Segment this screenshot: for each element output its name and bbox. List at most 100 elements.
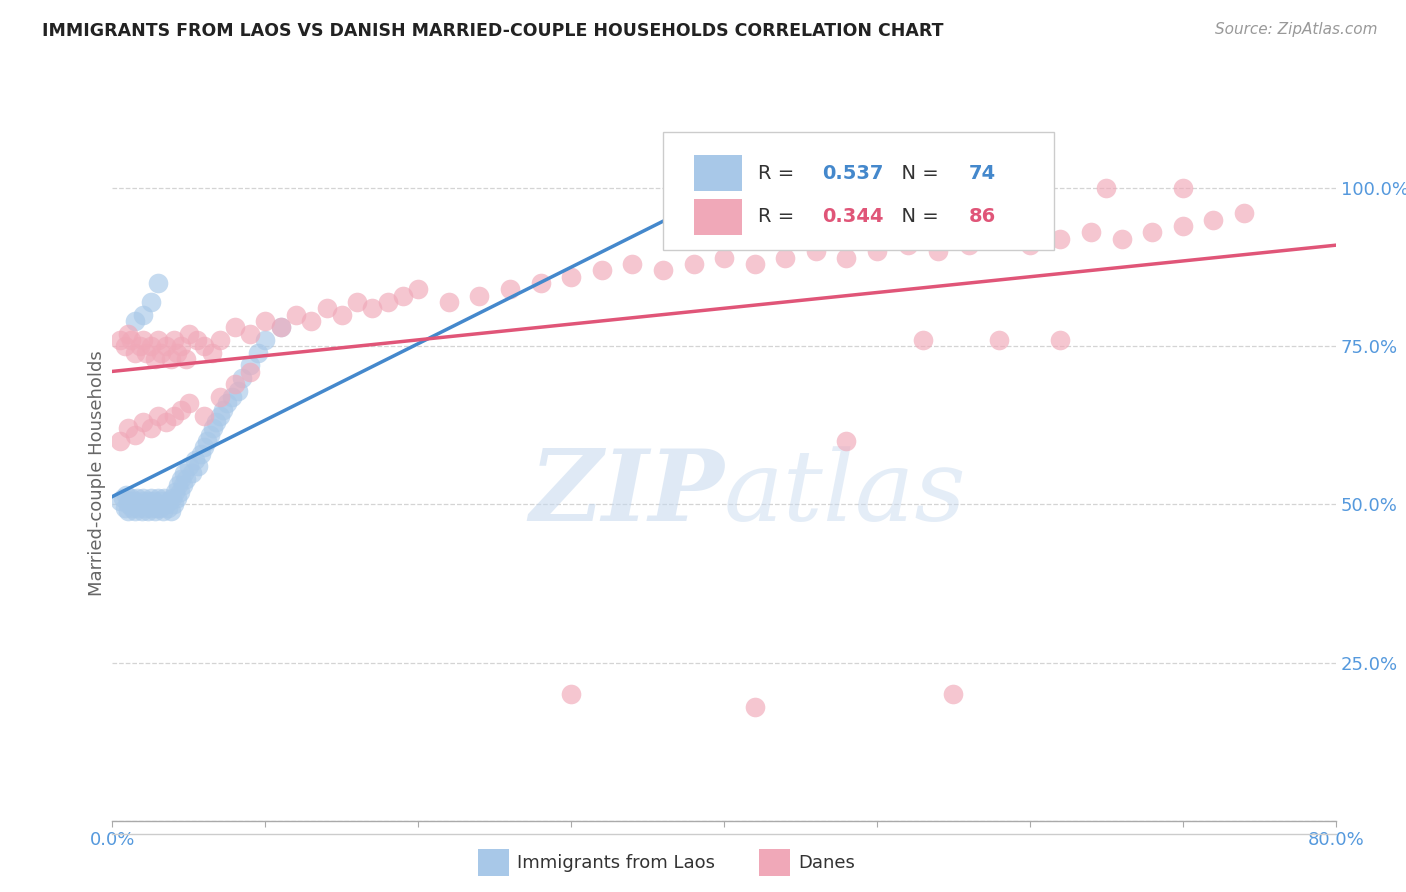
Text: IMMIGRANTS FROM LAOS VS DANISH MARRIED-COUPLE HOUSEHOLDS CORRELATION CHART: IMMIGRANTS FROM LAOS VS DANISH MARRIED-C… [42, 22, 943, 40]
FancyBboxPatch shape [693, 155, 742, 191]
Point [942, 687, 965, 701]
Point [118, 494, 141, 508]
Point [150, 345, 173, 359]
Point [112, 491, 135, 505]
Point [897, 238, 920, 252]
Point [835, 251, 858, 265]
Point [117, 504, 139, 518]
Point [135, 497, 157, 511]
Text: 0.344: 0.344 [823, 207, 883, 227]
Point [1049, 333, 1071, 347]
Point [136, 504, 159, 518]
Point [174, 351, 197, 366]
Point [195, 434, 218, 449]
Point [177, 326, 200, 341]
Point [217, 396, 239, 410]
Point [200, 427, 222, 442]
Point [211, 402, 233, 417]
Point [124, 345, 146, 359]
Point [437, 295, 460, 310]
Point [150, 494, 173, 508]
Point [170, 472, 193, 486]
Point [156, 500, 179, 515]
FancyBboxPatch shape [693, 199, 742, 235]
Point [927, 244, 949, 259]
Point [127, 500, 149, 515]
Point [1171, 219, 1194, 233]
Point [108, 494, 131, 508]
Point [139, 295, 162, 310]
Point [132, 491, 155, 505]
Point [1171, 181, 1194, 195]
Point [184, 453, 207, 467]
Point [148, 276, 170, 290]
Point [591, 263, 613, 277]
Point [131, 504, 153, 518]
Point [988, 333, 1011, 347]
Point [172, 478, 194, 492]
Point [346, 295, 368, 310]
Point [1018, 238, 1040, 252]
Point [231, 371, 253, 385]
Point [208, 333, 231, 347]
Point [132, 308, 155, 322]
Point [835, 434, 858, 449]
Point [141, 497, 163, 511]
Point [132, 415, 155, 429]
Point [163, 497, 186, 511]
Point [155, 497, 177, 511]
Point [392, 288, 415, 302]
Point [1049, 232, 1071, 246]
Point [775, 251, 797, 265]
Point [270, 320, 292, 334]
Point [988, 232, 1011, 246]
Point [159, 351, 181, 366]
Point [155, 415, 177, 429]
Point [246, 345, 269, 359]
Point [190, 447, 212, 461]
Point [224, 377, 246, 392]
Point [120, 491, 142, 505]
Point [174, 472, 197, 486]
Point [226, 384, 249, 398]
Point [129, 339, 152, 353]
Point [114, 500, 136, 515]
Point [315, 301, 337, 316]
Point [361, 301, 384, 316]
Point [139, 339, 162, 353]
Point [155, 339, 177, 353]
Point [165, 484, 187, 499]
Point [1142, 226, 1164, 240]
Point [139, 500, 162, 515]
Point [173, 466, 195, 480]
Point [284, 308, 308, 322]
Point [134, 500, 156, 515]
Point [713, 251, 735, 265]
Point [621, 257, 644, 271]
Point [125, 491, 148, 505]
Text: Danes: Danes [799, 854, 855, 871]
Point [208, 409, 231, 423]
Point [170, 339, 193, 353]
Point [108, 333, 131, 347]
Point [166, 345, 188, 359]
Point [142, 494, 165, 508]
Point [208, 390, 231, 404]
Point [193, 409, 215, 423]
Point [239, 358, 262, 372]
Point [560, 687, 582, 701]
Point [744, 699, 766, 714]
Point [330, 308, 353, 322]
Text: Source: ZipAtlas.com: Source: ZipAtlas.com [1215, 22, 1378, 37]
Point [804, 244, 827, 259]
Point [148, 491, 170, 505]
Point [187, 459, 209, 474]
Point [114, 339, 136, 353]
Point [202, 421, 225, 435]
Point [122, 497, 145, 511]
Point [270, 320, 292, 334]
Point [221, 390, 243, 404]
Point [866, 244, 889, 259]
Point [148, 333, 170, 347]
Point [224, 320, 246, 334]
